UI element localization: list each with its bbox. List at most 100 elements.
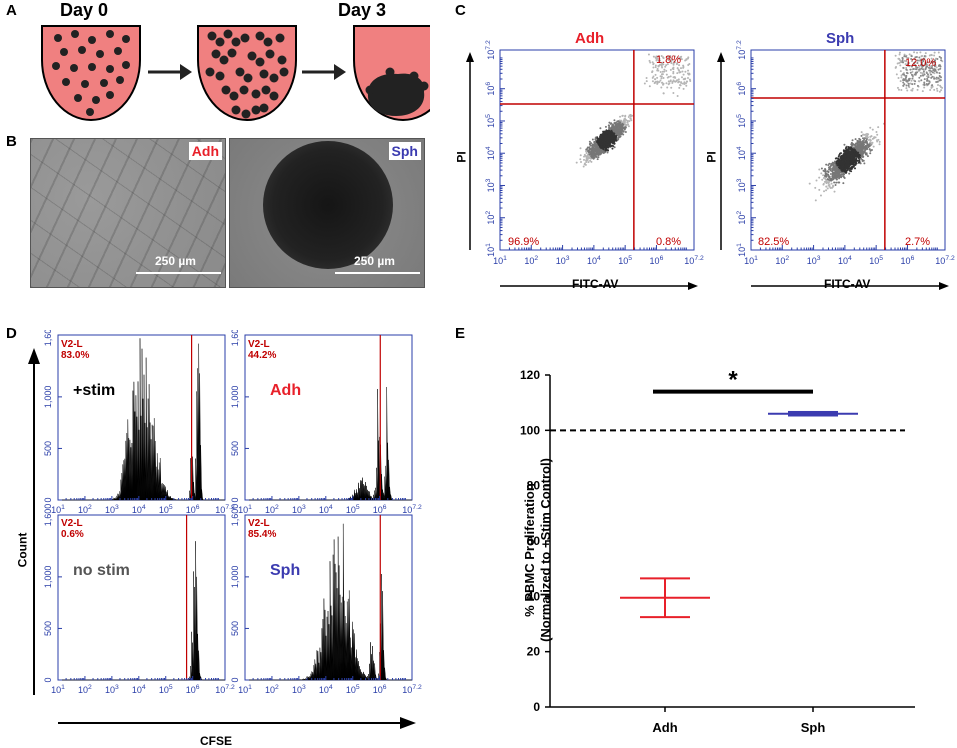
hist-xtick-label: 102	[265, 504, 279, 515]
hist-ytick-label: 1,000	[43, 386, 53, 409]
hist-xtick-label: 104	[319, 504, 333, 515]
hist-ytick-label: 500	[230, 441, 240, 456]
flow-ytick-label: 102	[736, 211, 747, 225]
flow-ylabel-adh: PI	[454, 151, 469, 163]
hist4-gate: V2-L 85.4%	[248, 518, 277, 540]
hist-xtick-label: 101	[238, 684, 252, 695]
flow-frame-adh	[499, 49, 695, 251]
arrow-right-icon	[148, 64, 192, 80]
y-tick-label: 40	[527, 589, 541, 603]
scale-label: 250 µm	[354, 254, 395, 268]
error-box-sph	[788, 410, 838, 417]
hist-ytick-label: 500	[43, 441, 53, 456]
significance-asterisk: *	[728, 367, 738, 394]
flow-ytick-label: 105	[485, 114, 496, 128]
x-tick-label-adh: Adh	[652, 720, 677, 735]
flow-title-adh: Adh	[575, 30, 605, 47]
hist-ytick-label: 1,000	[230, 386, 240, 409]
flow-xtick-label: 105	[618, 255, 632, 266]
panel-letter-b: B	[6, 133, 17, 150]
hist-xtick-label: 106	[186, 504, 200, 515]
flow-ytick-label: 106	[485, 82, 496, 96]
flow-xlabel-adh: FITC-AV	[572, 277, 619, 291]
cfse-arrowhead	[400, 717, 416, 729]
adh-lower-right-pct: 0.8%	[656, 236, 682, 248]
sph-lower-right-pct: 2.7%	[905, 236, 931, 248]
sph-upper-right-pct: 12.0%	[905, 57, 937, 69]
flow-ytick-label: 104	[736, 146, 747, 160]
proliferation-chart: 0 20 40 60 80 100 120 Adh Sph *	[520, 367, 915, 735]
chart-ylabel: % PBMC Proliferation (Normalized to +Sti…	[522, 458, 553, 642]
hist-xtick-label: 104	[132, 684, 146, 695]
scale-bar	[136, 272, 221, 274]
hist-ytick-label: 1,600	[230, 504, 240, 527]
day3-label: Day 3	[338, 0, 387, 20]
hist-ytick-label: 1,000	[43, 566, 53, 589]
hist-xtick-label: 104	[319, 684, 333, 695]
hist-xtick-label: 107.2	[402, 684, 422, 695]
flow-ytick-label: 102	[485, 211, 496, 225]
adh-tag: Adh	[188, 142, 222, 160]
panel-letter-c: C	[455, 2, 466, 19]
hist-xtick-label: 107.2	[402, 504, 422, 515]
well-with-spheroid	[353, 25, 430, 121]
cfse-xlabel: CFSE	[200, 734, 233, 748]
flow-x-arrowhead	[688, 282, 698, 290]
hist-xtick-label: 102	[78, 504, 92, 515]
adh-lower-left-pct: 96.9%	[508, 236, 540, 248]
flow-xtick-label: 104	[838, 255, 852, 266]
histogram-bars	[245, 523, 412, 681]
y-tick-label: 0	[533, 700, 540, 714]
hist-xtick-label: 103	[105, 504, 119, 515]
hist-xtick-label: 105	[346, 504, 360, 515]
histogram-bars	[58, 541, 225, 681]
hist2-gate: V2-L 44.2%	[248, 339, 277, 361]
histogram-bars	[245, 386, 412, 501]
hist-ytick-label: 500	[230, 621, 240, 636]
flow-ytick-label: 101	[736, 243, 747, 257]
hist-ytick-label: 1,600	[230, 330, 240, 346]
flow-y-arrowhead	[717, 52, 725, 62]
y-tick-label: 80	[527, 479, 541, 493]
histogram-bars	[58, 338, 225, 501]
flow-title-sph: Sph	[826, 30, 855, 47]
hist2-label: Adh	[270, 382, 302, 399]
hist-xtick-label: 105	[346, 684, 360, 695]
count-arrowhead	[28, 348, 40, 364]
panel-letter-d: D	[6, 325, 17, 342]
flow-ytick-label: 105	[736, 114, 747, 128]
sph-tag: Sph	[388, 142, 421, 160]
flow-xtick-label: 102	[775, 255, 789, 266]
hist-ytick-label: 0	[43, 677, 53, 682]
flow-xtick-label: 105	[869, 255, 883, 266]
hist-ytick-label: 500	[43, 621, 53, 636]
hist-ytick-label: 1,000	[230, 566, 240, 589]
panel-a-diagram	[41, 25, 430, 121]
flow-xtick-label: 107.2	[684, 255, 704, 266]
flow-ytick-label: 101	[485, 243, 496, 257]
y-tick-label: 60	[527, 534, 541, 548]
flow-ytick-label: 103	[485, 178, 496, 192]
hist-ytick-label: 1,600	[43, 504, 53, 527]
hist-xtick-label: 101	[238, 504, 252, 515]
flow-xtick-label: 101	[744, 255, 758, 266]
hist1-label: +stim	[73, 382, 116, 399]
arrow-right-icon	[302, 64, 346, 80]
scale-label: 250 µm	[155, 254, 196, 268]
hist3-label: no stim	[73, 562, 130, 579]
flow-xtick-label: 101	[493, 255, 507, 266]
hist-xtick-label: 101	[51, 504, 65, 515]
flow-ytick-label: 107.2	[485, 40, 496, 60]
flow-xtick-label: 104	[587, 255, 601, 266]
x-tick-label-sph: Sph	[801, 720, 826, 735]
sph-lower-left-pct: 82.5%	[758, 236, 790, 248]
flow-frame-sph	[750, 49, 946, 251]
flow-cytometry-plots: 101101102102103103104104105105106106107.…	[466, 40, 955, 290]
flow-ytick-label: 106	[736, 82, 747, 96]
hist-ytick-label: 1,600	[43, 330, 53, 346]
hist-ytick-label: 0	[43, 497, 53, 502]
spheroid-micrograph: Sph 250 µm	[229, 138, 425, 288]
flow-ylabel-sph: PI	[704, 151, 719, 163]
day0-label: Day 0	[60, 0, 109, 20]
